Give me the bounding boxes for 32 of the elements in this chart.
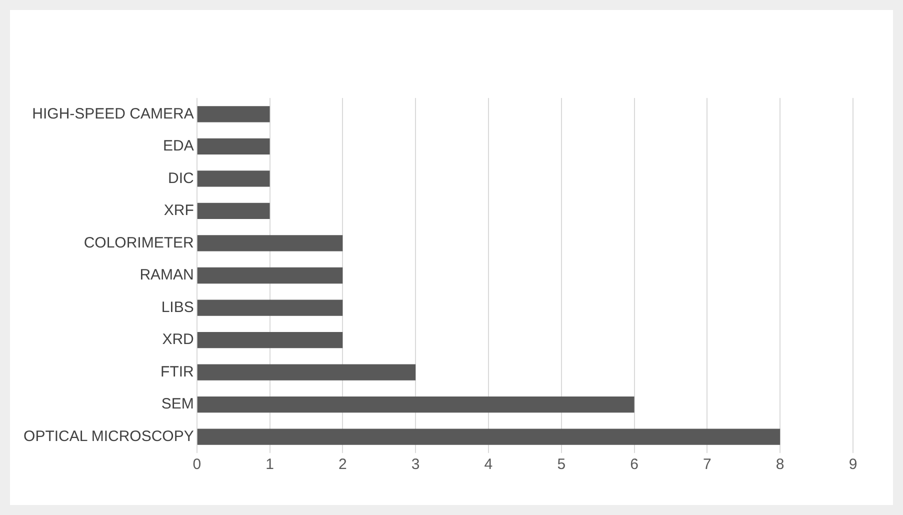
bar [197, 428, 780, 445]
y-tick-label: COLORIMETER [84, 234, 194, 252]
x-tick-label: 7 [703, 456, 712, 474]
y-tick-label: SEM [161, 396, 194, 413]
bar [197, 396, 634, 413]
x-tick-label: 5 [557, 456, 566, 474]
bar [197, 300, 343, 316]
y-tick-label: LIBS [161, 298, 194, 316]
y-tick-label: DIC [168, 170, 194, 187]
bar [197, 106, 270, 122]
bar [197, 138, 270, 154]
x-tick-label: 3 [411, 456, 420, 474]
bar [197, 202, 270, 220]
bar [197, 235, 343, 252]
x-tick-label: 0 [192, 456, 202, 474]
bar [197, 364, 416, 380]
y-tick-label: FTIR [160, 363, 194, 380]
y-tick-label: HIGH-SPEED CAMERA [32, 105, 194, 122]
y-tick-label: RAMAN [140, 266, 194, 284]
y-tick-label: XRF [164, 202, 194, 220]
x-tick-label: 1 [266, 456, 274, 474]
bar [197, 332, 343, 348]
x-tick-label: 6 [630, 456, 638, 474]
x-tick-label: 9 [848, 456, 858, 474]
y-tick-label: XRD [162, 331, 194, 348]
bar [197, 170, 270, 187]
x-tick-label: 8 [776, 456, 784, 474]
bar [197, 267, 343, 284]
x-tick-label: 2 [338, 456, 347, 474]
y-tick-label: EDA [163, 138, 194, 155]
y-tick-label: OPTICAL MICROSCOPY [24, 428, 194, 446]
x-tick-label: 4 [484, 456, 493, 474]
